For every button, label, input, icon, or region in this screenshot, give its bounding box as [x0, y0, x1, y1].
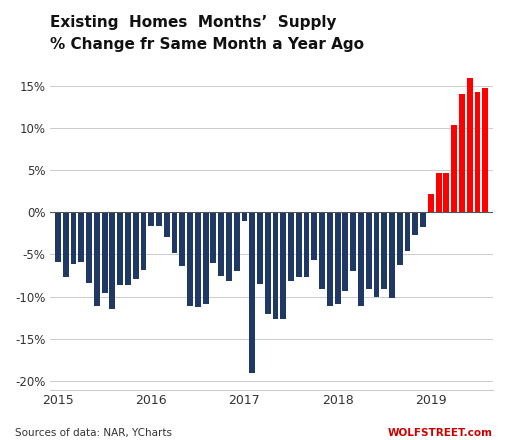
Bar	[366, 212, 372, 289]
Bar	[187, 212, 193, 306]
Bar	[273, 212, 278, 319]
Bar	[55, 212, 61, 262]
Bar	[179, 212, 185, 266]
Bar	[164, 212, 170, 237]
Bar	[280, 212, 286, 319]
Bar	[467, 78, 472, 212]
Bar	[304, 212, 309, 277]
Bar	[389, 212, 395, 298]
Bar	[226, 212, 232, 282]
Bar	[249, 212, 255, 373]
Bar	[195, 212, 201, 307]
Bar	[443, 173, 449, 212]
Bar	[265, 212, 271, 314]
Bar	[358, 212, 364, 306]
Bar	[172, 212, 177, 253]
Bar	[148, 212, 154, 226]
Bar	[86, 212, 92, 283]
Bar	[71, 212, 76, 264]
Bar	[241, 212, 247, 221]
Bar	[482, 88, 488, 212]
Bar	[133, 212, 139, 279]
Bar	[382, 212, 387, 289]
Bar	[257, 212, 263, 284]
Bar	[296, 212, 302, 277]
Bar	[311, 212, 318, 260]
Bar	[397, 212, 403, 264]
Bar	[335, 212, 340, 304]
Bar	[63, 212, 69, 277]
Bar	[218, 212, 224, 276]
Bar	[210, 212, 216, 263]
Bar	[78, 212, 84, 262]
Bar	[125, 212, 131, 285]
Text: Sources of data: NAR, YCharts: Sources of data: NAR, YCharts	[15, 428, 172, 438]
Bar	[94, 212, 100, 306]
Bar	[117, 212, 123, 285]
Bar	[342, 212, 348, 291]
Bar	[288, 212, 294, 281]
Bar	[373, 212, 379, 297]
Bar	[405, 212, 410, 251]
Bar	[451, 125, 457, 212]
Bar	[412, 212, 418, 235]
Bar	[102, 212, 108, 293]
Bar	[420, 212, 426, 227]
Bar	[141, 212, 146, 270]
Bar	[156, 212, 162, 226]
Bar	[351, 212, 356, 271]
Bar	[459, 94, 465, 212]
Bar	[327, 212, 333, 306]
Text: WOLFSTREET.com: WOLFSTREET.com	[388, 428, 493, 438]
Bar	[203, 212, 208, 304]
Bar	[234, 212, 240, 271]
Text: Existing  Homes  Months’  Supply
% Change fr Same Month a Year Ago: Existing Homes Months’ Supply % Change f…	[50, 15, 364, 52]
Bar	[109, 212, 115, 309]
Bar	[436, 172, 441, 212]
Bar	[319, 212, 325, 289]
Bar	[474, 92, 481, 212]
Bar	[428, 194, 434, 212]
